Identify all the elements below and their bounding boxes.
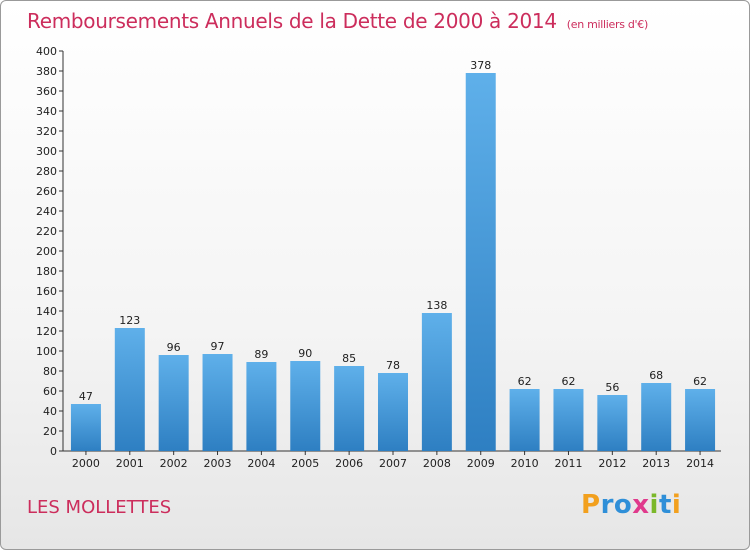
bar-value-label: 62 bbox=[561, 375, 575, 388]
y-tick-label: 220 bbox=[36, 225, 57, 238]
x-tick-label: 2001 bbox=[116, 457, 144, 470]
y-tick-label: 140 bbox=[36, 305, 57, 318]
bar-value-label: 97 bbox=[211, 340, 225, 353]
y-tick-label: 340 bbox=[36, 105, 57, 118]
y-tick-label: 180 bbox=[36, 265, 57, 278]
y-tick-label: 320 bbox=[36, 125, 57, 138]
y-tick-label: 20 bbox=[43, 425, 57, 438]
bar bbox=[641, 383, 672, 451]
x-tick-label: 2009 bbox=[467, 457, 495, 470]
y-tick-label: 60 bbox=[43, 385, 57, 398]
x-tick-label: 2014 bbox=[686, 457, 714, 470]
bar bbox=[114, 328, 145, 451]
y-tick-label: 200 bbox=[36, 245, 57, 258]
logo-letter: t bbox=[658, 490, 672, 520]
x-tick-label: 2006 bbox=[335, 457, 363, 470]
bar bbox=[246, 362, 277, 451]
chart-title: Remboursements Annuels de la Dette de 20… bbox=[27, 9, 648, 33]
commune-name: LES MOLLETTES bbox=[27, 497, 172, 518]
x-tick-label: 2004 bbox=[247, 457, 275, 470]
bar-value-label: 89 bbox=[254, 348, 268, 361]
x-tick-label: 2000 bbox=[72, 457, 100, 470]
proxiti-logo: Proxiti bbox=[581, 490, 681, 520]
x-tick-label: 2013 bbox=[642, 457, 670, 470]
bar-value-label: 56 bbox=[605, 381, 619, 394]
x-tick-label: 2008 bbox=[423, 457, 451, 470]
x-tick-label: 2003 bbox=[204, 457, 232, 470]
x-tick-label: 2007 bbox=[379, 457, 407, 470]
bar-value-label: 85 bbox=[342, 352, 356, 365]
bar bbox=[465, 73, 496, 451]
y-tick-label: 160 bbox=[36, 285, 57, 298]
y-tick-label: 260 bbox=[36, 185, 57, 198]
logo-letter: x bbox=[632, 490, 650, 520]
x-tick-label: 2010 bbox=[511, 457, 539, 470]
x-tick-label: 2012 bbox=[598, 457, 626, 470]
bar bbox=[158, 355, 189, 451]
y-tick-label: 360 bbox=[36, 85, 57, 98]
bar bbox=[378, 373, 408, 451]
y-tick-label: 280 bbox=[36, 165, 57, 178]
x-tick-label: 2005 bbox=[291, 457, 319, 470]
logo-letter: r bbox=[600, 490, 614, 520]
bar bbox=[421, 313, 452, 451]
chart-axes: 0 20 40 60 80 100 120 140 160 180 200 220 240 260 280 3… bbox=[36, 45, 721, 470]
bar bbox=[553, 389, 584, 451]
chart-bars: 47 123 96 97 89 90 85 78 138 378 62 62 56 68 62 bbox=[70, 59, 716, 451]
y-tick-label: 80 bbox=[43, 365, 57, 378]
chart-title-text: Remboursements Annuels de la Dette de 20… bbox=[27, 9, 557, 33]
bar-value-label: 47 bbox=[79, 390, 93, 403]
bar-value-label: 62 bbox=[693, 375, 707, 388]
y-tick-label: 40 bbox=[43, 405, 57, 418]
bar-value-label: 68 bbox=[649, 369, 663, 382]
bar bbox=[685, 389, 716, 451]
y-tick-label: 0 bbox=[50, 445, 57, 458]
logo-letter: P bbox=[581, 490, 601, 520]
y-tick-label: 300 bbox=[36, 145, 57, 158]
y-tick-label: 240 bbox=[36, 205, 57, 218]
y-tick-label: 400 bbox=[36, 45, 57, 58]
bar-value-label: 62 bbox=[518, 375, 532, 388]
bar bbox=[597, 395, 628, 451]
bar-value-label: 138 bbox=[426, 299, 447, 312]
bar bbox=[70, 404, 101, 451]
bar bbox=[334, 366, 365, 451]
bar-value-label: 378 bbox=[470, 59, 491, 72]
bar-value-label: 96 bbox=[167, 341, 181, 354]
bar bbox=[202, 354, 233, 451]
y-tick-label: 380 bbox=[36, 65, 57, 78]
y-tick-label: 120 bbox=[36, 325, 57, 338]
logo-letter: o bbox=[613, 490, 633, 520]
x-tick-label: 2011 bbox=[554, 457, 582, 470]
logo-letter: i bbox=[649, 490, 659, 520]
chart-subtitle: (en milliers d'€) bbox=[566, 18, 648, 31]
bar-value-label: 90 bbox=[298, 347, 312, 360]
logo-letter: i bbox=[671, 490, 682, 520]
x-tick-label: 2002 bbox=[160, 457, 188, 470]
bar-value-label: 123 bbox=[119, 314, 140, 327]
bar-value-label: 78 bbox=[386, 359, 400, 372]
bar bbox=[509, 389, 540, 451]
y-tick-label: 100 bbox=[36, 345, 57, 358]
bar bbox=[290, 361, 321, 451]
